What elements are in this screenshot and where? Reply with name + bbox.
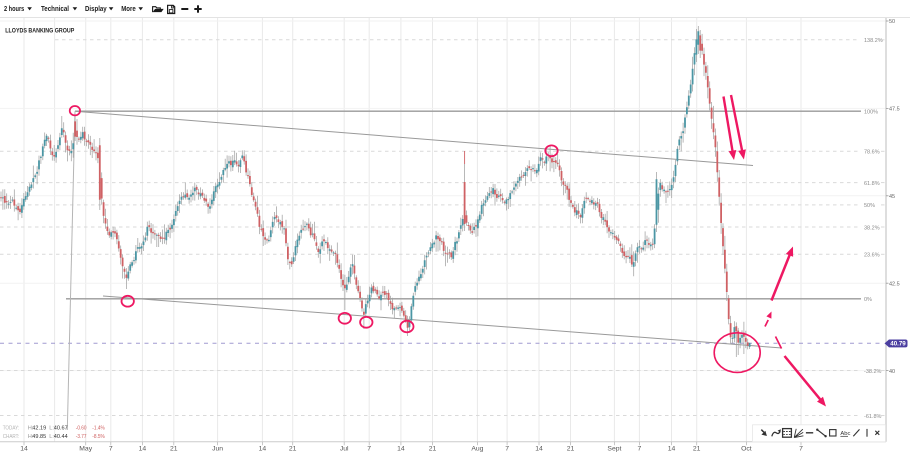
svg-text:L:: L: [49, 434, 54, 440]
svg-text:14: 14 [535, 445, 543, 452]
svg-text:14: 14 [20, 445, 28, 452]
svg-text:-1.4%: -1.4% [92, 426, 104, 432]
svg-text:-3.77: -3.77 [76, 434, 87, 440]
svg-text:Jun: Jun [212, 445, 223, 452]
svg-text:14: 14 [139, 445, 147, 452]
svg-text:21: 21 [693, 445, 701, 452]
svg-text:38.2%: 38.2% [864, 225, 880, 231]
svg-text:-0.60: -0.60 [76, 426, 87, 432]
svg-text:100%: 100% [864, 110, 878, 116]
svg-text:-8.5%: -8.5% [92, 434, 104, 440]
svg-text:May: May [79, 445, 92, 452]
svg-text:Jul: Jul [340, 445, 349, 452]
svg-text:Aug: Aug [471, 445, 483, 452]
svg-text:61.8%: 61.8% [864, 181, 880, 187]
svg-text:Sept: Sept [607, 445, 621, 452]
svg-text:14: 14 [397, 445, 405, 452]
svg-text:TODAY:: TODAY: [3, 426, 20, 432]
svg-text:H:: H: [28, 434, 34, 440]
svg-text:50: 50 [889, 19, 895, 25]
svg-text:40.67: 40.67 [54, 426, 68, 432]
svg-text:45: 45 [889, 194, 895, 200]
svg-text:47.5: 47.5 [889, 107, 900, 113]
svg-text:23.6%: 23.6% [864, 253, 880, 259]
svg-text:0%: 0% [864, 297, 872, 303]
svg-text:7: 7 [367, 445, 371, 452]
svg-text:14: 14 [668, 445, 676, 452]
svg-text:40: 40 [889, 369, 895, 375]
svg-text:7: 7 [638, 445, 642, 452]
svg-text:40.44: 40.44 [54, 434, 68, 440]
svg-text:L:: L: [49, 426, 54, 432]
svg-text:7: 7 [109, 445, 113, 452]
svg-text:42.5: 42.5 [889, 281, 900, 287]
svg-text:-38.2%: -38.2% [864, 369, 882, 375]
svg-text:21: 21 [289, 445, 297, 452]
svg-text:Display: Display [85, 4, 107, 13]
svg-text:50%: 50% [864, 203, 875, 209]
svg-text:LLOYDS BANKING GROUP: LLOYDS BANKING GROUP [5, 28, 74, 35]
svg-text:14: 14 [259, 445, 267, 452]
svg-text:Oct: Oct [741, 445, 752, 452]
svg-text:7: 7 [799, 445, 803, 452]
svg-text:49.85: 49.85 [32, 434, 46, 440]
svg-text:More: More [121, 4, 136, 13]
svg-text:H:: H: [28, 426, 34, 432]
svg-text:CHART:: CHART: [3, 434, 20, 440]
svg-text:2 hours: 2 hours [4, 4, 24, 13]
svg-text:21: 21 [429, 445, 437, 452]
svg-text:40.79: 40.79 [890, 341, 906, 348]
svg-text:78.6%: 78.6% [864, 150, 880, 156]
svg-text:42.19: 42.19 [32, 426, 46, 432]
svg-text:138.2%: 138.2% [864, 38, 883, 44]
svg-text:21: 21 [170, 445, 178, 452]
svg-text:Abc: Abc [840, 431, 850, 437]
svg-text:-61.8%: -61.8% [864, 414, 882, 420]
svg-text:21: 21 [567, 445, 575, 452]
svg-text:7: 7 [505, 445, 509, 452]
svg-text:Technical: Technical [41, 4, 69, 13]
